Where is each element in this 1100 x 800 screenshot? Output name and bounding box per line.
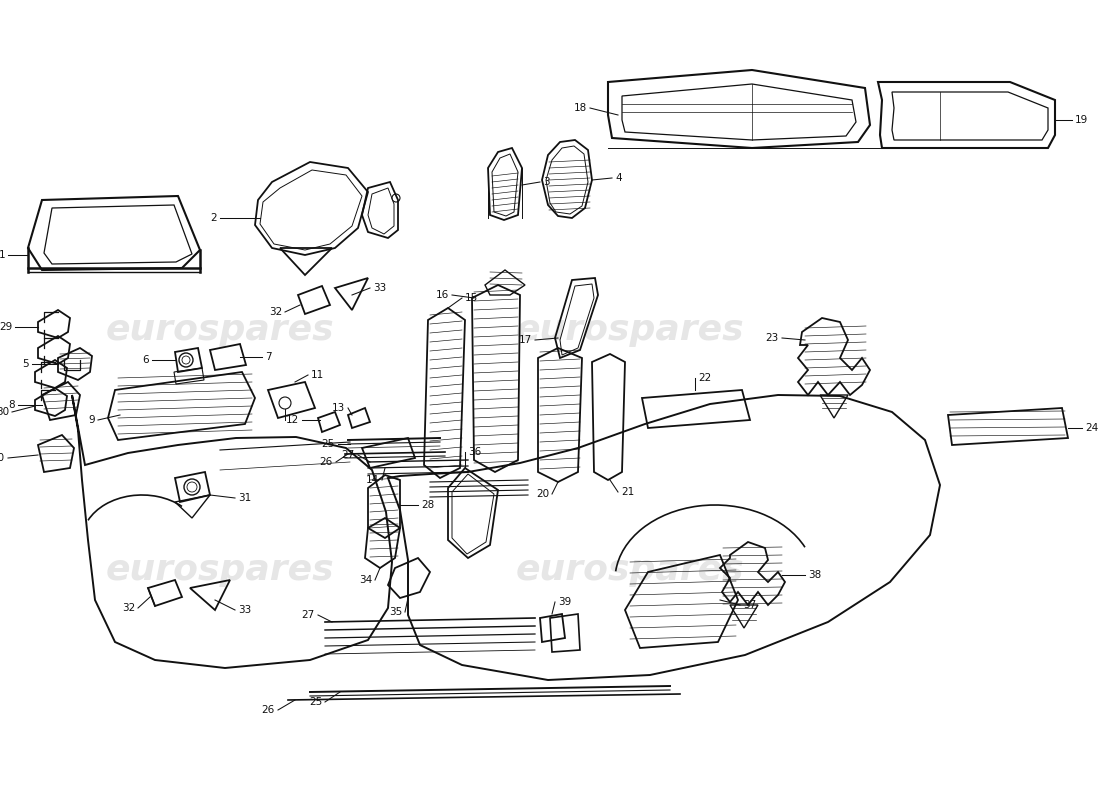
Text: 39: 39 [558,597,571,607]
Text: eurospares: eurospares [106,313,334,347]
Text: 15: 15 [465,293,478,303]
Text: 21: 21 [621,487,635,497]
Text: 29: 29 [0,322,12,332]
Text: 35: 35 [388,607,401,617]
Text: 36: 36 [468,447,482,457]
Text: 6: 6 [142,355,148,365]
Text: 25: 25 [309,697,322,707]
Text: 38: 38 [808,570,822,580]
Text: 37: 37 [742,600,757,610]
Text: 12: 12 [286,415,299,425]
Text: 1: 1 [0,250,6,260]
Text: 27: 27 [342,450,355,460]
Text: 2: 2 [210,213,217,223]
Text: 32: 32 [122,603,135,613]
Text: 10: 10 [0,453,6,463]
Text: 20: 20 [536,489,549,499]
Text: 25: 25 [321,439,336,449]
Text: 26: 26 [320,457,333,467]
Text: 5: 5 [22,359,29,369]
Text: 16: 16 [436,290,449,300]
Text: eurospares: eurospares [516,313,745,347]
Text: 19: 19 [1075,115,1088,125]
Text: 7: 7 [265,352,272,362]
Text: 4: 4 [615,173,622,183]
Text: 13: 13 [332,403,345,413]
Text: 3: 3 [543,177,550,187]
Text: 31: 31 [238,493,251,503]
Text: 8: 8 [9,400,15,410]
Text: 23: 23 [766,333,779,343]
Text: 33: 33 [373,283,386,293]
Text: 18: 18 [574,103,587,113]
Text: eurospares: eurospares [516,553,745,587]
Text: 34: 34 [359,575,372,585]
Text: eurospares: eurospares [106,553,334,587]
Text: 24: 24 [1085,423,1098,433]
Text: 9: 9 [88,415,95,425]
Text: 22: 22 [698,373,712,383]
Text: 17: 17 [519,335,532,345]
Text: 26: 26 [262,705,275,715]
Text: 11: 11 [311,370,324,380]
Text: 33: 33 [238,605,251,615]
Text: 32: 32 [268,307,282,317]
Text: 27: 27 [301,610,315,620]
Text: 30: 30 [0,407,9,417]
Text: 14: 14 [365,475,380,485]
Text: 28: 28 [421,500,434,510]
